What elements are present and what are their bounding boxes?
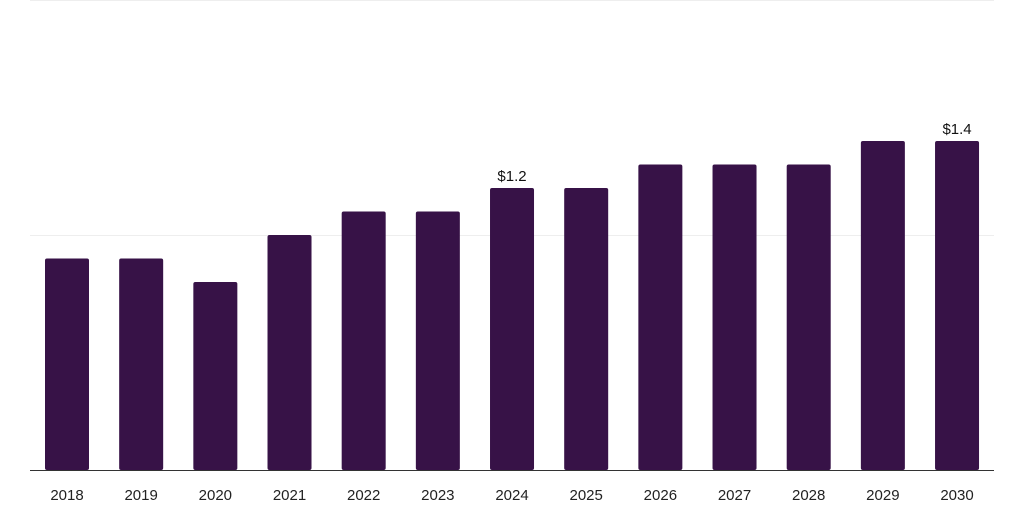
x-tick-label-2024: 2024 [495,487,528,504]
x-tick-label-2021: 2021 [273,487,306,504]
x-tick-labels: 2018 2019 2020 2021 2022 2023 2024 2025 2026 2027… [50,487,973,504]
bar-2021 [267,235,312,470]
x-tick-label-2029: 2029 [866,487,899,504]
x-tick-label-2025: 2025 [570,487,603,504]
bar-2018 [45,258,89,470]
bar-2028 [786,164,831,470]
x-tick-label-2030: 2030 [940,487,973,504]
bar-2024 [490,188,535,470]
x-tick-label-2020: 2020 [199,487,232,504]
data-labels: $1.2 $1.4 [497,121,971,185]
x-tick-label-2023: 2023 [421,487,454,504]
bar-2030 [935,141,980,470]
bar-2022 [341,211,386,470]
x-tick-label-2022: 2022 [347,487,380,504]
bar-2019 [119,258,164,470]
x-tick-label-2019: 2019 [124,487,157,504]
bar-2025 [564,188,609,470]
x-tick-label-2026: 2026 [644,487,677,504]
data-label-2024: $1.2 [497,168,526,185]
bar-2027 [712,164,757,470]
data-label-2030: $1.4 [942,121,971,138]
bar-2029 [860,141,905,470]
x-tick-label-2018: 2018 [50,487,83,504]
x-tick-label-2027: 2027 [718,487,751,504]
x-tick-label-2028: 2028 [792,487,825,504]
bar-2023 [415,211,460,470]
bar-2026 [638,164,683,470]
bar-2020 [193,282,238,470]
bars [45,141,980,470]
